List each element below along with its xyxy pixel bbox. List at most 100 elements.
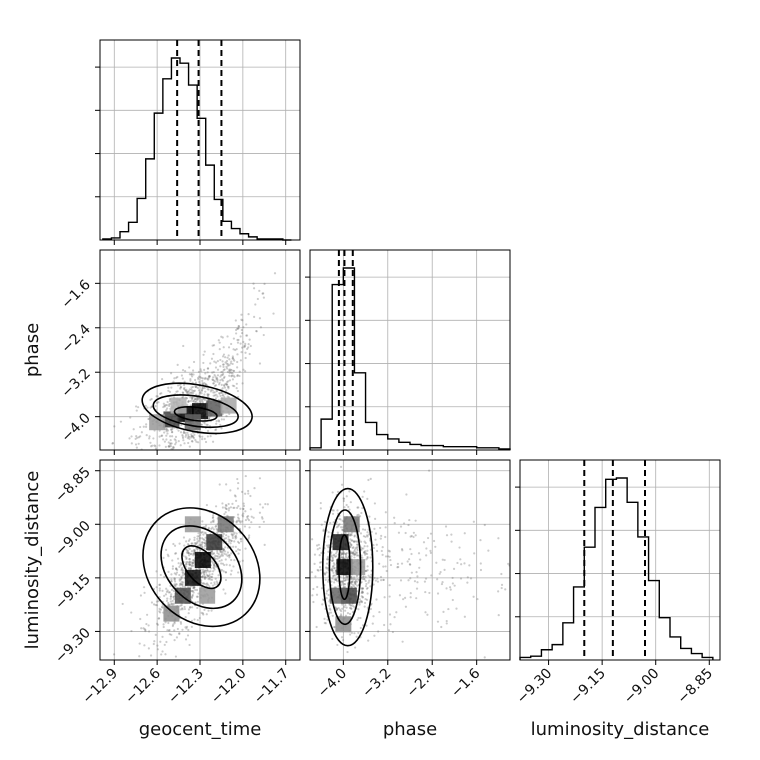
scatter-point <box>330 568 333 571</box>
scatter-point <box>216 359 219 363</box>
scatter-point <box>349 633 352 636</box>
scatter-point <box>327 588 330 591</box>
scatter-point <box>191 396 194 399</box>
scatter-point <box>174 443 177 446</box>
scatter-point <box>331 569 334 572</box>
scatter-point <box>147 647 150 650</box>
scatter-point <box>458 546 461 549</box>
scatter-point <box>222 549 225 552</box>
scatter-point <box>359 599 362 603</box>
scatter-point <box>340 552 343 556</box>
scatter-point <box>407 523 410 527</box>
scatter-point <box>236 487 240 490</box>
scatter-point <box>134 405 138 408</box>
scatter-point <box>348 612 352 616</box>
scatter-point <box>364 552 368 555</box>
scatter-point <box>211 371 214 374</box>
scatter-point <box>374 538 377 541</box>
scatter-point <box>399 579 403 582</box>
scatter-point <box>189 396 192 399</box>
scatter-point <box>179 578 183 581</box>
scatter-point <box>204 440 208 444</box>
x-tick-label: −3.2 <box>359 666 394 701</box>
scatter-point <box>327 611 330 614</box>
scatter-point <box>242 507 245 510</box>
y-tick-label: −3.2 <box>58 366 93 401</box>
scatter-point <box>352 540 356 543</box>
scatter-point <box>201 438 204 441</box>
scatter-point <box>368 579 371 582</box>
scatter-point <box>341 529 344 532</box>
scatter-point <box>221 379 225 382</box>
scatter-point <box>175 583 178 586</box>
scatter-point <box>192 587 195 590</box>
scatter-point <box>335 608 338 611</box>
scatter-point <box>382 565 385 568</box>
scatter-point <box>215 565 218 569</box>
scatter-point <box>247 313 250 316</box>
scatter-point <box>190 391 193 395</box>
scatter-point <box>162 625 165 629</box>
scatter-point <box>194 398 197 401</box>
scatter-point <box>237 517 241 520</box>
scatter-point <box>214 397 218 400</box>
scatter-point <box>179 582 182 585</box>
scatter-point <box>449 588 452 591</box>
scatter-point <box>344 609 347 612</box>
scatter-point <box>220 559 223 562</box>
scatter-point <box>181 377 184 380</box>
scatter-point <box>260 516 264 519</box>
scatter-point <box>348 603 351 606</box>
scatter-point <box>352 553 355 556</box>
histogram-step-line <box>309 267 511 450</box>
scatter-point <box>366 545 369 548</box>
scatter-point <box>146 613 149 616</box>
scatter-point <box>209 362 212 365</box>
scatter-point <box>366 569 369 572</box>
scatter-point <box>373 576 376 580</box>
scatter-point <box>215 527 218 531</box>
scatter-point <box>201 541 204 544</box>
scatter-point <box>353 577 356 581</box>
scatter-point <box>213 564 216 567</box>
scatter-point <box>352 585 356 588</box>
scatter-point <box>319 568 322 572</box>
scatter-point <box>459 558 462 561</box>
scatter-point <box>170 386 173 389</box>
scatter-point <box>351 611 355 614</box>
scatter-point <box>324 578 327 582</box>
scatter-point <box>221 363 225 366</box>
scatter-point <box>388 584 391 587</box>
scatter-point <box>325 592 328 595</box>
scatter-point <box>221 502 224 505</box>
scatter-point <box>163 575 166 578</box>
scatter-point <box>221 360 224 363</box>
scatter-point <box>341 556 344 560</box>
scatter-point <box>347 557 350 560</box>
y-tick-label: −4.0 <box>58 410 93 445</box>
scatter-point <box>182 431 186 434</box>
scatter-point <box>188 561 191 564</box>
scatter-point <box>150 405 153 408</box>
scatter-point <box>166 553 169 556</box>
scatter-point <box>185 562 188 565</box>
scatter-point <box>173 377 176 380</box>
scatter-point <box>204 536 207 539</box>
scatter-point <box>355 635 358 638</box>
scatter-point <box>156 648 160 651</box>
scatter-point <box>346 650 349 654</box>
scatter-point <box>343 583 347 586</box>
scatter-point <box>349 533 352 537</box>
scatter-point <box>229 489 232 492</box>
scatter-point <box>338 517 341 521</box>
scatter-point <box>235 386 238 390</box>
scatter-point <box>228 370 232 373</box>
scatter-point <box>162 438 165 441</box>
contour-level-2 <box>160 525 243 610</box>
scatter-point <box>180 374 184 377</box>
scatter-point <box>225 389 228 392</box>
scatter-point <box>410 552 413 556</box>
scatter-point <box>341 607 344 610</box>
scatter-point <box>407 579 410 582</box>
scatter-point <box>187 612 190 615</box>
